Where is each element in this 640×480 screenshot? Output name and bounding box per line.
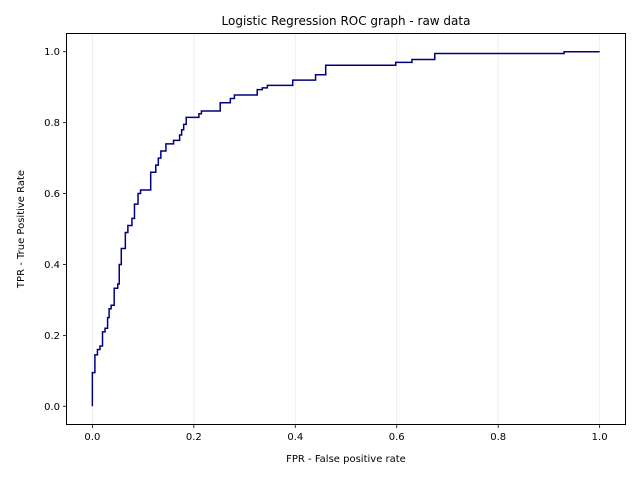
y-tick-label-0: 0.0 bbox=[44, 402, 60, 413]
x-axis-ticks: 0.0 0.2 0.4 0.6 0.8 1.0 bbox=[84, 424, 608, 443]
y-axis-ticks: 0.0 0.2 0.4 0.6 0.8 1.0 bbox=[44, 47, 67, 413]
x-axis-label: FPR - False positive rate bbox=[286, 454, 406, 465]
y-tick-label-3: 0.6 bbox=[44, 189, 60, 200]
x-tick-label-2: 0.4 bbox=[287, 432, 303, 443]
x-tick-label-0: 0.0 bbox=[84, 432, 100, 443]
y-tick-label-5: 1.0 bbox=[44, 47, 60, 58]
x-tick-label-1: 0.2 bbox=[186, 432, 202, 443]
x-tick-label-4: 0.8 bbox=[490, 432, 506, 443]
y-tick-label-4: 0.8 bbox=[44, 118, 60, 129]
y-tick-label-1: 0.2 bbox=[44, 331, 60, 342]
line-layer bbox=[91, 50, 600, 407]
plot-frame bbox=[66, 33, 626, 425]
grid-layer bbox=[91, 34, 601, 424]
y-axis-label: TPR - True Positive Rate bbox=[16, 170, 27, 289]
y-tick-label-2: 0.4 bbox=[44, 260, 60, 271]
x-tick-label-3: 0.6 bbox=[389, 432, 405, 443]
chart-title: Logistic Regression ROC graph - raw data bbox=[222, 14, 471, 28]
roc-curve-line-0 bbox=[91, 50, 600, 407]
x-tick-label-5: 1.0 bbox=[592, 432, 608, 443]
